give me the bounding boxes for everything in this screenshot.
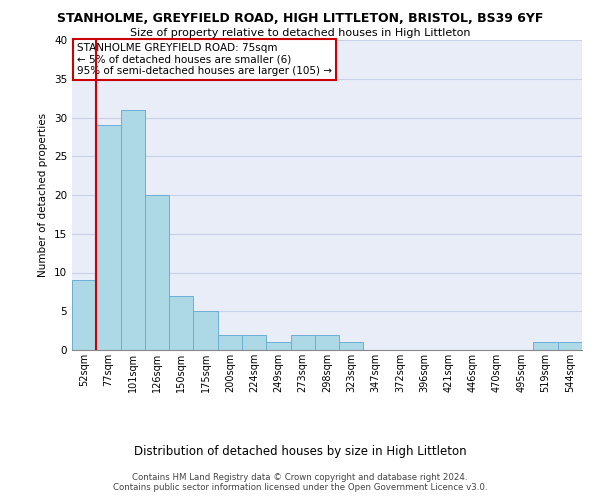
Bar <box>169 296 193 350</box>
Text: STANHOLME GREYFIELD ROAD: 75sqm
← 5% of detached houses are smaller (6)
95% of s: STANHOLME GREYFIELD ROAD: 75sqm ← 5% of … <box>77 43 332 76</box>
Text: STANHOLME, GREYFIELD ROAD, HIGH LITTLETON, BRISTOL, BS39 6YF: STANHOLME, GREYFIELD ROAD, HIGH LITTLETO… <box>57 12 543 26</box>
Text: Distribution of detached houses by size in High Littleton: Distribution of detached houses by size … <box>134 444 466 458</box>
Bar <box>290 334 315 350</box>
Bar <box>218 334 242 350</box>
Bar <box>72 280 96 350</box>
Text: Contains HM Land Registry data © Crown copyright and database right 2024.: Contains HM Land Registry data © Crown c… <box>132 474 468 482</box>
Bar <box>145 195 169 350</box>
Bar <box>558 342 582 350</box>
Bar <box>242 334 266 350</box>
Text: Contains public sector information licensed under the Open Government Licence v3: Contains public sector information licen… <box>113 483 487 492</box>
Bar <box>533 342 558 350</box>
Bar <box>266 342 290 350</box>
Y-axis label: Number of detached properties: Number of detached properties <box>38 113 49 277</box>
Bar <box>96 125 121 350</box>
Text: Size of property relative to detached houses in High Littleton: Size of property relative to detached ho… <box>130 28 470 38</box>
Bar <box>315 334 339 350</box>
Bar <box>121 110 145 350</box>
Bar <box>339 342 364 350</box>
Bar <box>193 311 218 350</box>
